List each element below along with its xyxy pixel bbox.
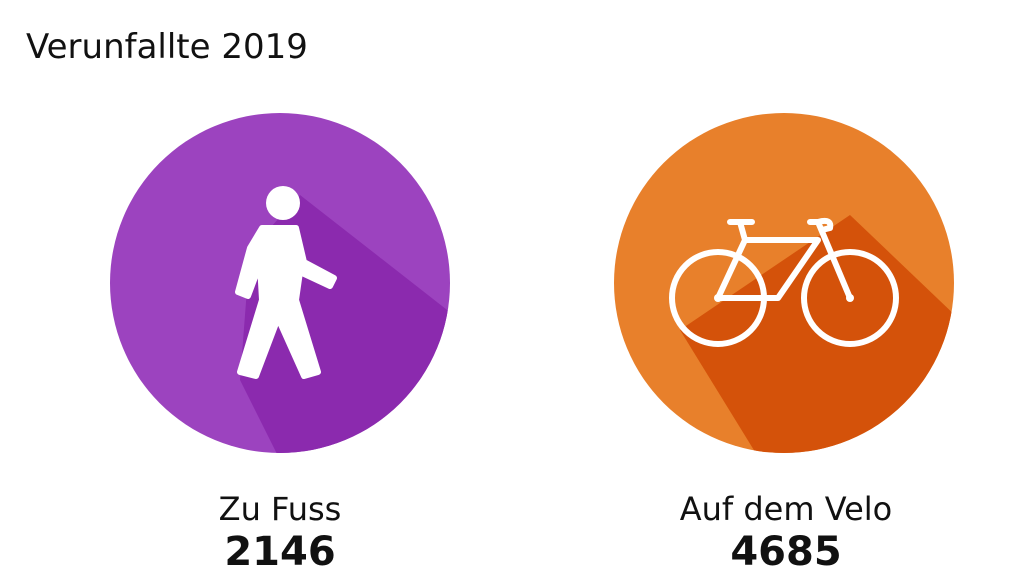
- pedestrian-icon: [110, 113, 450, 453]
- item-label: Auf dem Velo: [680, 490, 893, 528]
- item-label: Zu Fuss: [219, 490, 342, 528]
- bicycle-icon: [614, 113, 954, 453]
- item-value: 2146: [224, 529, 335, 575]
- title: Verunfallte 2019: [26, 27, 308, 67]
- item-value: 4685: [730, 529, 841, 575]
